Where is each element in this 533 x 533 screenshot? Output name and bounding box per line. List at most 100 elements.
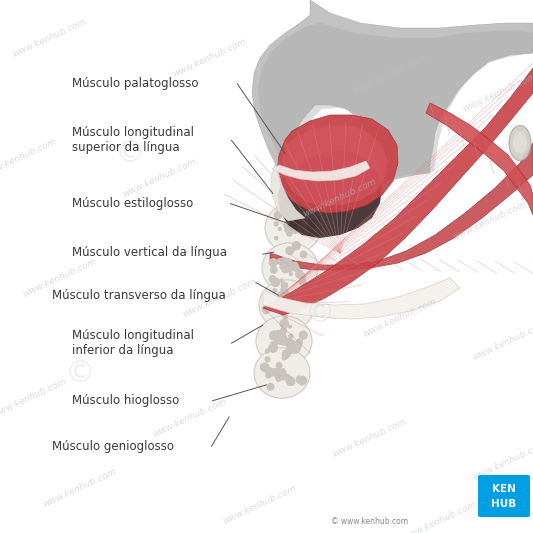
Circle shape [286,300,296,309]
Ellipse shape [259,280,315,330]
Circle shape [264,295,273,303]
Text: Músculo longitudinal
inferior da língua: Músculo longitudinal inferior da língua [72,329,194,357]
Text: ©: © [305,298,335,327]
Circle shape [277,370,287,381]
Circle shape [297,376,307,385]
Ellipse shape [513,132,527,154]
Circle shape [284,259,293,268]
Circle shape [284,338,294,348]
Circle shape [265,367,275,377]
Circle shape [288,260,292,264]
Circle shape [302,214,306,219]
Circle shape [276,299,282,305]
Text: ©: © [115,139,146,167]
Text: ©: © [64,359,95,387]
Text: Músculo genioglosso: Músculo genioglosso [52,440,174,453]
FancyBboxPatch shape [278,266,302,307]
Circle shape [280,302,285,307]
Polygon shape [272,161,370,181]
Ellipse shape [265,203,321,253]
Circle shape [296,376,303,384]
Polygon shape [263,278,460,319]
Text: www.kenhub.com: www.kenhub.com [152,397,228,439]
Circle shape [286,230,293,237]
Circle shape [265,373,271,378]
Circle shape [289,272,293,276]
Text: KEN: KEN [492,484,516,494]
Circle shape [266,383,274,391]
Circle shape [279,319,289,328]
FancyBboxPatch shape [478,475,530,517]
Circle shape [296,375,302,381]
Circle shape [288,222,296,230]
Circle shape [284,288,288,293]
Polygon shape [271,165,305,221]
Circle shape [287,305,292,309]
Circle shape [284,258,293,266]
Ellipse shape [262,243,318,293]
Text: © www.kenhub.com: © www.kenhub.com [332,516,409,526]
Text: Músculo palatoglosso: Músculo palatoglosso [72,77,198,90]
Circle shape [269,330,279,340]
Circle shape [274,211,282,220]
Text: www.kenhub.com: www.kenhub.com [222,484,298,526]
Text: Músculo longitudinal
superior da língua: Músculo longitudinal superior da língua [72,126,194,154]
Circle shape [286,220,293,228]
Circle shape [271,368,277,374]
Text: www.kenhub.com: www.kenhub.com [0,377,68,419]
Circle shape [273,221,279,227]
Circle shape [295,270,304,279]
Circle shape [281,336,288,343]
Circle shape [308,219,315,226]
Circle shape [287,224,294,231]
Circle shape [279,373,285,378]
Circle shape [276,362,282,369]
Polygon shape [277,115,398,213]
Circle shape [281,355,287,360]
Text: Músculo vertical da língua: Músculo vertical da língua [72,246,227,259]
Circle shape [291,344,301,354]
Polygon shape [270,143,533,270]
Circle shape [271,278,280,287]
Circle shape [279,299,284,303]
Circle shape [290,224,296,230]
Circle shape [292,264,300,272]
Circle shape [280,286,286,293]
Circle shape [282,313,287,319]
Circle shape [286,376,296,386]
Circle shape [268,343,278,353]
Circle shape [292,219,300,227]
Circle shape [277,258,283,264]
Circle shape [278,368,286,377]
FancyBboxPatch shape [275,303,299,343]
Circle shape [274,337,281,344]
Circle shape [292,241,301,251]
Circle shape [283,222,291,230]
Circle shape [284,304,292,312]
Circle shape [308,227,313,232]
FancyBboxPatch shape [272,339,296,375]
Circle shape [279,336,289,346]
Circle shape [273,368,282,377]
Circle shape [276,297,281,302]
Circle shape [270,266,278,274]
Circle shape [272,288,277,293]
Text: www.kenhub.com: www.kenhub.com [12,17,88,59]
Text: www.kenhub.com: www.kenhub.com [462,72,533,114]
Text: www.kenhub.com: www.kenhub.com [0,137,58,179]
Circle shape [285,346,294,354]
Circle shape [274,236,278,240]
Circle shape [277,292,285,300]
Circle shape [293,229,298,234]
Text: www.kenhub.com: www.kenhub.com [452,200,528,242]
Circle shape [274,374,278,378]
Circle shape [270,336,274,340]
Circle shape [279,265,285,270]
Text: www.kenhub.com: www.kenhub.com [472,320,533,362]
Circle shape [296,338,303,346]
Text: Músculo transverso da língua: Músculo transverso da língua [52,289,226,302]
Circle shape [281,368,286,373]
Circle shape [264,356,271,362]
Circle shape [286,264,294,272]
Circle shape [266,307,272,313]
